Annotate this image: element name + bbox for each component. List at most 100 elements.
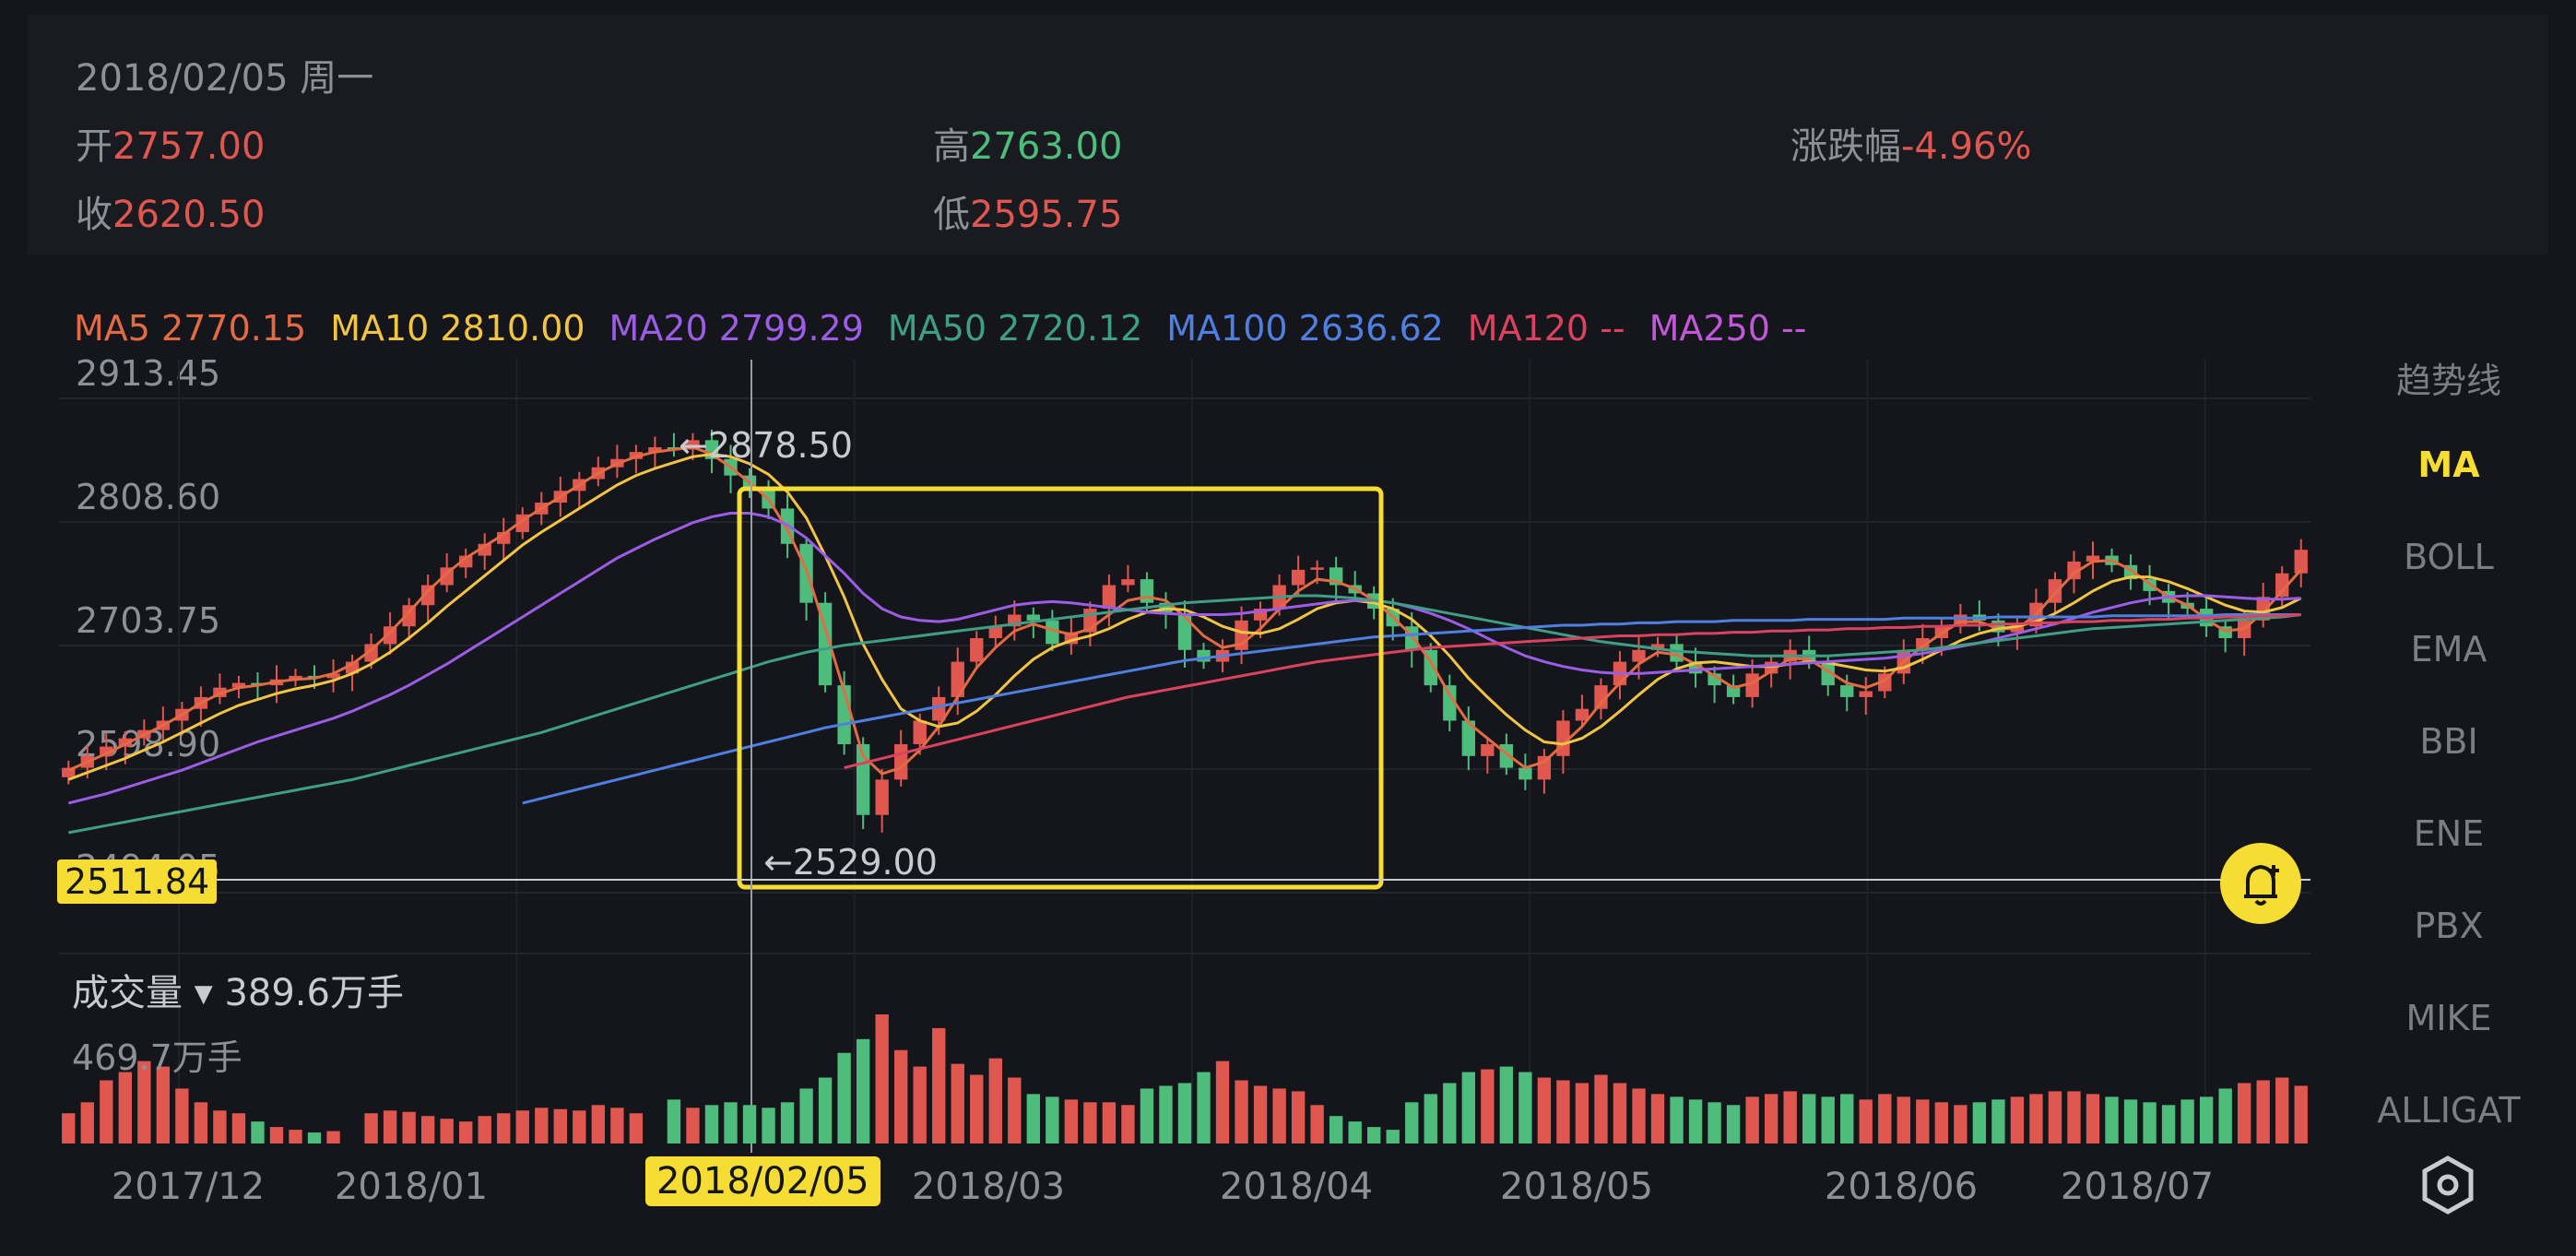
hexagon-settings-icon[interactable]	[2416, 1153, 2480, 1217]
volume-bar	[326, 1131, 340, 1143]
volume-bar	[2067, 1091, 2081, 1143]
volume-bar	[742, 1105, 757, 1143]
volume-bar	[478, 1116, 491, 1143]
candle-body	[1650, 644, 1665, 650]
candle-body	[1046, 620, 1059, 645]
candle-body	[1026, 614, 1041, 621]
volume-bar	[1386, 1130, 1400, 1143]
x-tick-label: 2018/07	[2061, 1166, 2214, 1208]
volume-bar	[780, 1102, 795, 1143]
side-menu-item-趋势线[interactable]: 趋势线	[2395, 361, 2501, 401]
candle-body	[100, 746, 113, 756]
volume-bar	[1461, 1072, 1475, 1143]
candle-body	[326, 673, 340, 679]
side-menu-item-ene[interactable]: ENE	[2413, 813, 2485, 854]
candle-body	[383, 626, 397, 645]
volume-bar	[251, 1121, 265, 1143]
volume-bar	[1121, 1105, 1135, 1143]
volume-bar	[1424, 1094, 1437, 1143]
side-menu-item-ma[interactable]: MA	[2417, 444, 2480, 485]
volume-bar	[2161, 1105, 2176, 1143]
volume-bar	[629, 1113, 644, 1143]
ma-legend-item-6: MA250 --	[1648, 308, 1807, 349]
close-value: 2620.50	[112, 194, 266, 236]
volume-bar	[553, 1108, 567, 1143]
x-tick-label: 2018/06	[1825, 1166, 1978, 1208]
candle-body	[1840, 685, 1854, 697]
volume-bar	[2143, 1102, 2157, 1143]
candle-body	[1310, 567, 1324, 570]
volume-bar	[1026, 1094, 1041, 1143]
high-annotation: ←2878.50	[679, 425, 853, 466]
volume-bar	[818, 1077, 833, 1143]
volume-bar	[951, 1063, 964, 1143]
volume-bar	[1253, 1085, 1268, 1143]
volume-bar	[1632, 1088, 1646, 1143]
volume-bar	[1008, 1077, 1022, 1143]
date-label: 2018/02/05 周一	[76, 57, 374, 100]
candle-body	[1518, 767, 1532, 780]
ma-legend-item-1: MA10 2810.00	[330, 308, 585, 349]
volume-bar	[156, 1066, 171, 1143]
side-menu-item-alligat[interactable]: ALLIGAT	[2377, 1090, 2521, 1131]
x-tick-label: 2018/03	[912, 1166, 1065, 1208]
side-menu-item-ema[interactable]: EMA	[2410, 629, 2487, 669]
volume-bar	[1537, 1077, 1552, 1143]
candle-body	[970, 638, 984, 662]
volume-bar	[1481, 1069, 1495, 1143]
volume-bar	[932, 1027, 946, 1143]
volume-bar	[1102, 1102, 1117, 1143]
open-label: 开	[76, 125, 112, 168]
volume-bar	[1764, 1094, 1778, 1143]
side-menu-item-mike[interactable]: MIKE	[2405, 998, 2492, 1038]
candle-body	[1575, 708, 1589, 721]
candle-body	[118, 738, 133, 747]
volume-selector[interactable]: 成交量 ▼ 389.6万手	[72, 963, 404, 1016]
volume-bar	[2029, 1094, 2043, 1143]
volume-bar	[2294, 1085, 2308, 1143]
volume-bar	[667, 1099, 681, 1143]
volume-current: 389.6万手	[224, 972, 404, 1014]
close-stat: 收2620.50	[76, 184, 265, 238]
side-menu-item-boll[interactable]: BOLL	[2404, 537, 2494, 577]
candle-body	[818, 602, 833, 686]
x-tick-label: 2018/01	[335, 1166, 488, 1208]
side-menu-item-bbi[interactable]: BBI	[2419, 721, 2478, 762]
volume-bar	[1405, 1102, 1419, 1143]
candle-body	[1594, 685, 1608, 709]
volume-label: 成交量	[72, 972, 183, 1014]
volume-bar	[175, 1088, 189, 1143]
volume-bar	[1916, 1099, 1930, 1143]
y-tick-label: 2703.75	[76, 600, 220, 641]
ma-line-ma50	[68, 594, 2301, 835]
candle-body	[2275, 573, 2289, 598]
candle-body	[2086, 555, 2100, 562]
volume-bar	[1518, 1072, 1532, 1143]
volume-bar	[610, 1108, 624, 1143]
volume-bar	[762, 1108, 775, 1143]
side-menu-item-pbx[interactable]: PBX	[2414, 906, 2484, 946]
volume-bar	[1291, 1091, 1306, 1143]
volume-bar	[1064, 1099, 1079, 1143]
candle-body	[420, 585, 435, 606]
volume-bar	[100, 1080, 113, 1143]
high-stat: 高2763.00	[933, 116, 1122, 170]
bell-plus-icon[interactable]	[2220, 843, 2301, 924]
volume-bar	[1556, 1080, 1570, 1143]
volume-bar	[1140, 1088, 1154, 1143]
ma-legend-item-4: MA100 2636.62	[1166, 308, 1444, 349]
ma-line-ma5	[67, 445, 2302, 776]
volume-bar	[213, 1110, 227, 1143]
candle-body	[1461, 720, 1475, 756]
volume-bar	[724, 1102, 738, 1143]
y-tick-label: 2808.60	[76, 477, 220, 517]
volume-bar	[1177, 1083, 1192, 1143]
volume-bar	[2218, 1088, 2232, 1143]
volume-bar	[2237, 1083, 2251, 1143]
candle-body	[951, 661, 964, 697]
volume-bar	[2105, 1096, 2119, 1143]
volume-bar	[2275, 1077, 2289, 1143]
volume-bar	[383, 1110, 397, 1143]
ma-legend-item-2: MA20 2799.29	[609, 308, 864, 349]
